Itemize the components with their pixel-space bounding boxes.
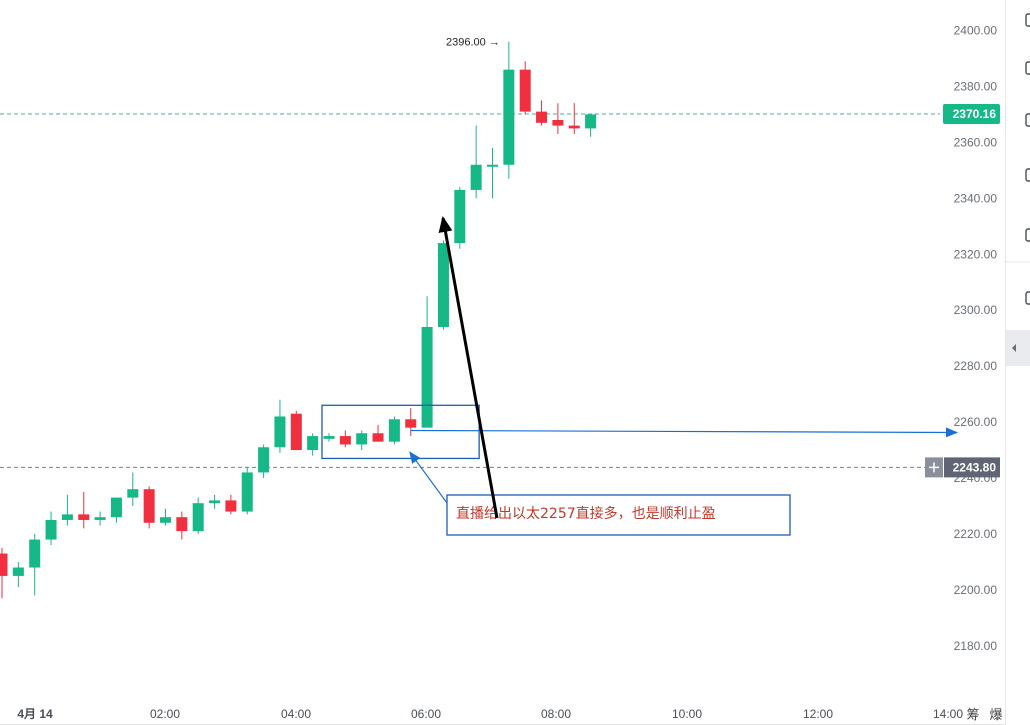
toolbar-icon[interactable]: [1025, 113, 1030, 127]
annotation-text: 直播给出以太2257直接多，也是顺利止盈: [456, 505, 716, 522]
candle-body: [437, 243, 449, 327]
annotation-box: [446, 494, 791, 536]
candle-body: [176, 517, 188, 532]
y-tick-label: 2220.00: [954, 527, 998, 541]
candle-body: [12, 567, 24, 576]
candle-body: [568, 125, 580, 129]
candle-body: [78, 514, 90, 520]
candle-body: [29, 539, 41, 568]
candle-body: [388, 419, 400, 442]
x-tick-label: 10:00: [672, 707, 702, 721]
candle-body: [470, 164, 482, 190]
crosshair-price-tag: [944, 457, 1000, 478]
candle-body: [487, 164, 498, 167]
drawing-layer[interactable]: 2396.00 → 直播给出以太2257直接多，也是顺利止盈: [321, 37, 958, 536]
candle-body: [585, 114, 597, 129]
y-tick-label: 2300.00: [954, 303, 998, 317]
entry-level-arrow: [410, 427, 958, 438]
y-tick-label: 2320.00: [954, 247, 998, 261]
toolbar-icon[interactable]: [1025, 13, 1030, 27]
x-tick-label: 02:00: [150, 707, 180, 721]
toolbar-icon[interactable]: [1025, 291, 1030, 305]
candle-body: [143, 489, 155, 523]
toolbar-collapse-handle[interactable]: [1006, 330, 1030, 366]
candle-body: [94, 517, 106, 520]
high-price-label: 2396.00 →: [446, 37, 500, 49]
candle-body: [421, 326, 433, 428]
toolbar-icon[interactable]: [1025, 61, 1030, 75]
last-price-text: 2370.16: [953, 107, 997, 121]
x-tick-label: 06:00: [411, 707, 441, 721]
candle-body: [536, 111, 548, 123]
y-tick-label: 2180.00: [954, 639, 998, 653]
candle-body: [258, 447, 270, 473]
y-tick-label: 2360.00: [954, 135, 998, 149]
y-tick-label: 2400.00: [954, 24, 998, 38]
candle-layer: [0, 41, 597, 599]
toolbar-icon[interactable]: [1025, 228, 1030, 242]
collapse-chevron-icon: [1012, 344, 1016, 352]
candle-body: [372, 433, 384, 442]
candle-body: [323, 436, 335, 439]
x-tick-label: 14:00: [933, 707, 963, 721]
x-tick-label: 08:00: [541, 707, 571, 721]
candle-body: [454, 189, 466, 244]
toolbar-icon[interactable]: [1025, 168, 1030, 182]
add-alert-button[interactable]: [925, 457, 943, 478]
last-price-tag: [943, 103, 1000, 124]
candle-body: [225, 500, 237, 512]
candle-body: [274, 416, 286, 448]
axis-layer: 2400.00 2380.00 2360.00 2340.00 2320.00 2300.…: [17, 0, 1030, 725]
rally-arrow: [438, 216, 499, 519]
y-tick-label: 2280.00: [954, 359, 998, 373]
annotation-pointer-arrow: [409, 451, 448, 504]
candle-body: [110, 497, 122, 518]
candle-body: [503, 69, 515, 165]
candle-body: [307, 436, 319, 451]
candle-body: [160, 517, 171, 523]
candle-body: [405, 419, 417, 428]
toolbar-bottom-label[interactable]: 筹: [966, 707, 979, 723]
x-tick-label: 4月 14: [17, 707, 53, 721]
zone-rectangle: [321, 404, 480, 460]
candle-body: [127, 489, 139, 498]
grid-layer: [0, 0, 1006, 725]
candle-body: [45, 519, 57, 540]
toolbar-bottom-label[interactable]: 爆: [989, 708, 1002, 723]
candle-body: [339, 436, 351, 445]
candle-body: [552, 120, 564, 126]
candle-body: [0, 553, 8, 576]
candle-body: [519, 69, 531, 112]
candle-body: [290, 413, 302, 451]
y-tick-label: 2260.00: [954, 415, 998, 429]
candle-body: [241, 472, 253, 512]
x-tick-label: 04:00: [281, 707, 311, 721]
candle-body: [61, 514, 73, 520]
y-tick-label: 2200.00: [954, 583, 998, 597]
candle-body: [356, 433, 368, 445]
x-tick-label: 12:00: [803, 707, 833, 721]
y-tick-label: 2380.00: [954, 79, 998, 93]
candle-body: [209, 500, 221, 504]
crosshair-price-text: 2243.80: [953, 460, 997, 474]
y-tick-label: 2340.00: [954, 191, 998, 205]
candle-body: [192, 503, 204, 532]
